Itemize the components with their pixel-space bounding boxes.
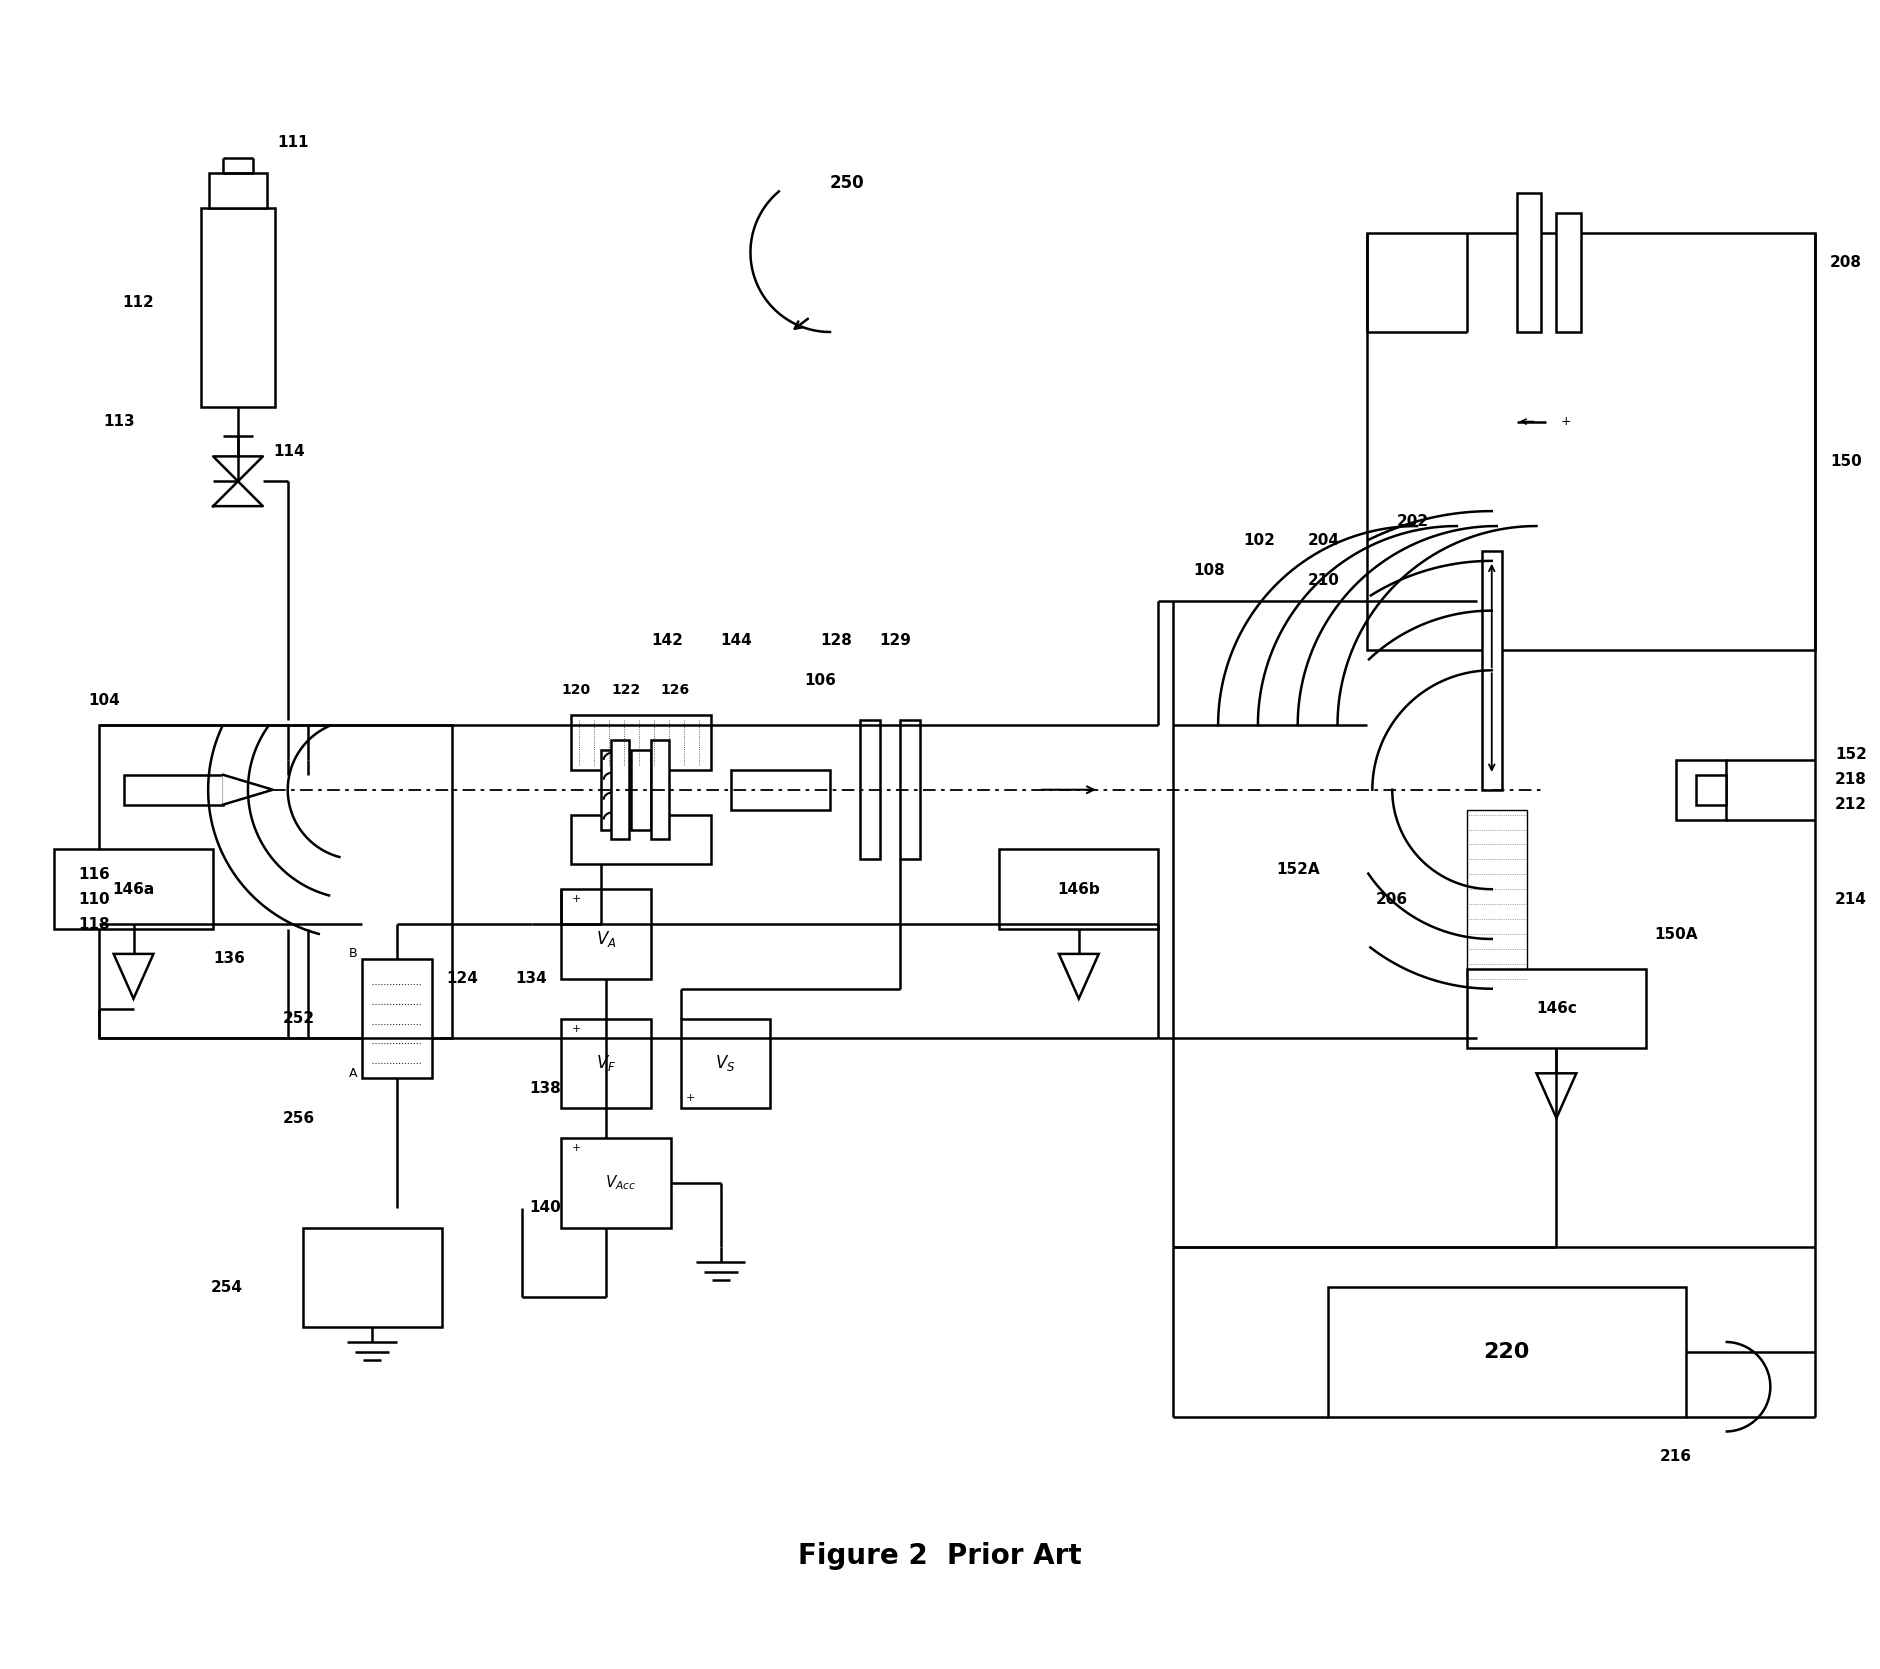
Text: 150: 150 bbox=[1829, 454, 1861, 469]
Bar bbox=[632, 749, 650, 829]
Bar bbox=[611, 739, 630, 840]
Bar bbox=[1466, 809, 1527, 978]
Text: 218: 218 bbox=[1835, 773, 1867, 788]
Bar bbox=[98, 724, 451, 1038]
Text: Figure 2  Prior Art: Figure 2 Prior Art bbox=[797, 1542, 1081, 1571]
Bar bbox=[681, 1018, 771, 1108]
Text: 114: 114 bbox=[273, 444, 305, 459]
Bar bbox=[859, 719, 880, 860]
Text: 104: 104 bbox=[88, 693, 120, 708]
Text: $V_F$: $V_F$ bbox=[596, 1053, 617, 1073]
Bar bbox=[201, 207, 274, 407]
Text: 120: 120 bbox=[562, 683, 590, 698]
Bar bbox=[602, 749, 626, 829]
Bar bbox=[901, 719, 919, 860]
Text: B: B bbox=[350, 948, 357, 960]
Text: 208: 208 bbox=[1829, 255, 1861, 270]
Text: +: + bbox=[1560, 416, 1572, 427]
Text: +: + bbox=[572, 1143, 581, 1153]
Text: 116: 116 bbox=[79, 866, 111, 881]
Text: 124: 124 bbox=[446, 971, 478, 986]
Text: 106: 106 bbox=[805, 673, 837, 688]
Bar bbox=[1481, 551, 1502, 789]
Bar bbox=[1367, 232, 1814, 651]
Text: +: + bbox=[686, 1093, 696, 1103]
Text: 210: 210 bbox=[1308, 572, 1340, 587]
Text: 204: 204 bbox=[1308, 534, 1340, 549]
Text: 126: 126 bbox=[662, 683, 690, 698]
Text: +: + bbox=[572, 1023, 581, 1033]
Text: 122: 122 bbox=[611, 683, 641, 698]
Bar bbox=[562, 1138, 671, 1227]
Bar bbox=[1696, 774, 1726, 804]
Text: 202: 202 bbox=[1397, 514, 1429, 529]
Text: 252: 252 bbox=[282, 1011, 316, 1026]
Text: 138: 138 bbox=[530, 1082, 562, 1097]
Text: A: A bbox=[350, 1066, 357, 1080]
Text: $V_S$: $V_S$ bbox=[716, 1053, 735, 1073]
Bar bbox=[1466, 968, 1647, 1048]
Bar bbox=[731, 769, 831, 809]
Polygon shape bbox=[113, 955, 154, 998]
Text: 108: 108 bbox=[1194, 564, 1226, 579]
Text: 142: 142 bbox=[650, 633, 682, 648]
Text: $V_{Acc}$: $V_{Acc}$ bbox=[605, 1173, 637, 1192]
Text: 118: 118 bbox=[79, 916, 111, 931]
Text: 146c: 146c bbox=[1536, 1001, 1577, 1016]
Text: 250: 250 bbox=[831, 174, 865, 192]
Text: 220: 220 bbox=[1483, 1342, 1530, 1362]
Text: $V_A$: $V_A$ bbox=[596, 930, 617, 950]
Text: 110: 110 bbox=[79, 891, 111, 906]
Text: 136: 136 bbox=[212, 951, 244, 966]
Text: 214: 214 bbox=[1835, 891, 1867, 906]
Bar bbox=[303, 1227, 442, 1327]
Text: 140: 140 bbox=[530, 1200, 562, 1215]
Bar bbox=[562, 890, 650, 978]
Text: 112: 112 bbox=[122, 295, 154, 310]
Bar bbox=[1517, 192, 1542, 332]
Text: 150A: 150A bbox=[1654, 926, 1698, 941]
Text: 113: 113 bbox=[103, 414, 135, 429]
Polygon shape bbox=[1536, 1073, 1575, 1118]
Text: 128: 128 bbox=[820, 633, 852, 648]
Text: 206: 206 bbox=[1376, 891, 1408, 906]
Bar bbox=[998, 850, 1158, 930]
Text: 152: 152 bbox=[1835, 748, 1867, 763]
Text: +: + bbox=[572, 895, 581, 905]
Bar bbox=[55, 850, 212, 930]
Bar bbox=[1557, 212, 1581, 332]
Polygon shape bbox=[1058, 955, 1098, 998]
Bar bbox=[209, 174, 267, 207]
Text: 129: 129 bbox=[880, 633, 912, 648]
Text: 152A: 152A bbox=[1277, 861, 1320, 876]
Text: 216: 216 bbox=[1660, 1449, 1692, 1464]
Bar bbox=[363, 960, 432, 1078]
Text: 256: 256 bbox=[282, 1110, 316, 1125]
Bar bbox=[124, 774, 224, 804]
Text: 144: 144 bbox=[720, 633, 752, 648]
Text: 146a: 146a bbox=[113, 881, 154, 896]
Bar bbox=[562, 1018, 650, 1108]
Text: 111: 111 bbox=[278, 135, 310, 150]
Text: 102: 102 bbox=[1243, 534, 1275, 549]
Bar bbox=[650, 739, 669, 840]
Text: 254: 254 bbox=[211, 1280, 243, 1295]
Text: 134: 134 bbox=[515, 971, 547, 986]
Bar bbox=[572, 814, 711, 865]
Text: 212: 212 bbox=[1835, 798, 1867, 813]
Bar bbox=[1675, 759, 1726, 819]
Text: 146b: 146b bbox=[1057, 881, 1100, 896]
Bar bbox=[1327, 1287, 1686, 1417]
Bar bbox=[572, 714, 711, 769]
Polygon shape bbox=[224, 774, 273, 804]
